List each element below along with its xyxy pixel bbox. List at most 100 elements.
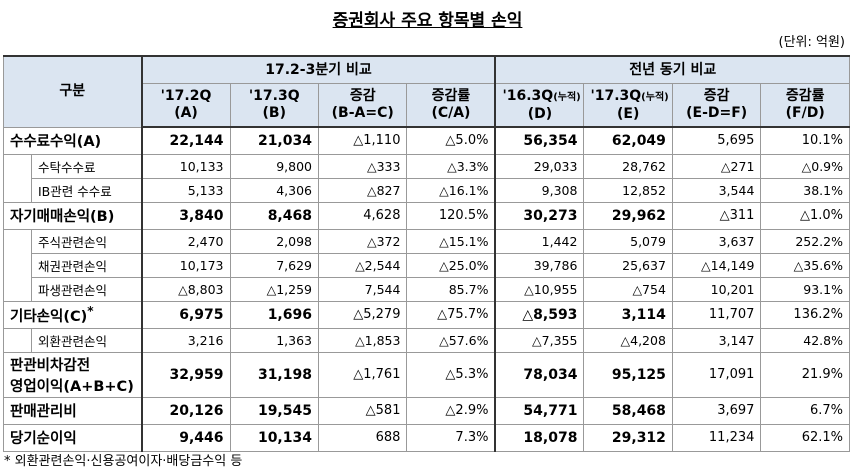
cell: 10,201 [671, 276, 762, 302]
row-label: 기타손익(C)* [2, 300, 143, 329]
column-period-text: 증감률 [431, 88, 471, 104]
sub-row: 파생관련손익 △8,803 △1,259 7,544 85.7% △10,955 △754 1… [3, 276, 850, 302]
unit: (단위: 억원) [778, 35, 846, 50]
cell: 39,786 [494, 252, 585, 278]
cell: 58,468 [583, 396, 673, 425]
row-label-line: 판관비차감전 [10, 357, 91, 374]
cell: 56,354 [494, 126, 585, 155]
column-code: (E-D=F) [686, 105, 748, 121]
table: 구분 17.2-3분기 비교 전년 동기 비교 '17.2Q (A) '17.3Q (B) 증… [2, 55, 851, 452]
indent [3, 154, 32, 178]
cell: △581 [317, 396, 408, 425]
cell: 4,306 [229, 177, 319, 203]
cell: 10,173 [140, 252, 231, 278]
cell: △10,955 [494, 276, 585, 302]
column-period-text: 증감률 [785, 88, 825, 104]
cell: 22,144 [140, 126, 231, 155]
indent [3, 178, 32, 202]
cell: 3,840 [140, 201, 231, 230]
cell: △15.1% [406, 228, 496, 254]
column-period: '17.2Q [149, 88, 224, 105]
header-row: '17.2Q (A) '17.3Q (B) 증감 (B-A=C) 증감률 (C/A) '16.3… [4, 83, 850, 128]
cell: △311 [671, 201, 762, 230]
cell: 29,033 [494, 153, 585, 179]
cell: 9,308 [494, 177, 585, 203]
cell: △35.6% [760, 252, 850, 278]
column-header: '16.3Q(누적) (D) [494, 83, 585, 128]
cell: 17,091 [671, 351, 762, 398]
indent [3, 229, 32, 253]
cell: 3,114 [583, 300, 673, 329]
cell: 6,975 [140, 300, 231, 329]
cell: △5,279 [317, 300, 408, 329]
cell: 6.7% [760, 396, 850, 425]
cell: 5,079 [583, 228, 673, 254]
column-period: 증감 [679, 88, 754, 105]
cell: 85.7% [406, 276, 496, 302]
column-header: 증감 (E-D=F) [671, 83, 762, 128]
cell: △14,149 [671, 252, 762, 278]
cell: 32,959 [140, 351, 231, 398]
column-period-text: '17.3Q [248, 88, 300, 104]
column-period: 증감률 [413, 88, 488, 105]
cell: 29,962 [583, 201, 673, 230]
header-label: 구분 [2, 55, 143, 128]
cell: △333 [317, 153, 408, 179]
column-header: '17.3Q (B) [229, 83, 319, 128]
cell: △25.0% [406, 252, 496, 278]
column-header: '17.3Q(누적) (E) [583, 83, 673, 128]
cell: 10.1% [760, 126, 850, 155]
group-header: 전년 동기 비교 [494, 55, 851, 84]
cell: 38.1% [760, 177, 850, 203]
cell: △3.3% [406, 153, 496, 179]
sub-row: 외환관련손익 3,216 1,363 △1,853 △57.6% △7,355 △4,208… [3, 327, 850, 353]
table-body: 수수료수익(A) 22,144 21,034 △1,110 △5.0% 56,354 62,… [2, 126, 850, 452]
cell: △2,544 [317, 252, 408, 278]
cell: 95,125 [583, 351, 673, 398]
column-period: '17.3Q(누적) [590, 87, 668, 106]
cell: △2.9% [406, 396, 496, 425]
cell: 688 [317, 423, 408, 452]
cell: 9,800 [229, 153, 319, 179]
cell: 12,852 [583, 177, 673, 203]
cell: 3,637 [671, 228, 762, 254]
cell: 28,762 [583, 153, 673, 179]
row: 수수료수익(A) 22,144 21,034 △1,110 △5.0% 56,354 62,… [2, 126, 850, 155]
cell: 11,234 [671, 423, 762, 452]
cell: 252.2% [760, 228, 850, 254]
cell: △4,208 [583, 327, 673, 353]
cell: 20,126 [140, 396, 231, 425]
column-period: '16.3Q(누적) [502, 88, 580, 106]
cell: 3,216 [140, 327, 231, 353]
cell: 21,034 [229, 126, 319, 155]
cell: 120.5% [406, 201, 496, 230]
cell: 62,049 [583, 126, 673, 155]
footnote: * 외환관련손익·신용공여이자·배당금수익 등 [4, 454, 243, 469]
cell: 42.8% [760, 327, 850, 353]
cell: △8,803 [140, 276, 231, 302]
column-code: (F/D) [785, 105, 825, 121]
cell: 93.1% [760, 276, 850, 302]
column-header: '17.2Q (A) [140, 83, 231, 128]
row-label: 판관비차감전 영업이익(A+B+C) [2, 351, 143, 398]
row-label-text: 판매관리비 [10, 404, 77, 420]
cell: △8,593 [494, 300, 585, 329]
cell: 1,363 [229, 327, 319, 353]
indent [3, 328, 32, 352]
indent [3, 277, 32, 301]
cell: 4,628 [317, 201, 408, 230]
column-code: (B-A=C) [331, 105, 394, 121]
cell: △754 [583, 276, 673, 302]
cell: 3,697 [671, 396, 762, 425]
sub-row-label: 주식관련손익 [30, 228, 143, 254]
sub-row: IB관련 수수료 5,133 4,306 △827 △16.1% 9,308 12,852 3… [3, 177, 850, 203]
cell: 2,098 [229, 228, 319, 254]
column-header: 증감 (B-A=C) [317, 83, 408, 128]
cell: △271 [671, 153, 762, 179]
cell: △1,259 [229, 276, 319, 302]
row: 판매관리비 20,126 19,545 △581 △2.9% 54,771 58,468 3,… [2, 396, 850, 425]
sub-row: 채권관련손익 10,173 7,629 △2,544 △25.0% 39,786 25,63… [3, 252, 850, 278]
column-period-text: '17.3Q [590, 87, 642, 104]
group-header: 17.2-3분기 비교 [140, 55, 496, 84]
